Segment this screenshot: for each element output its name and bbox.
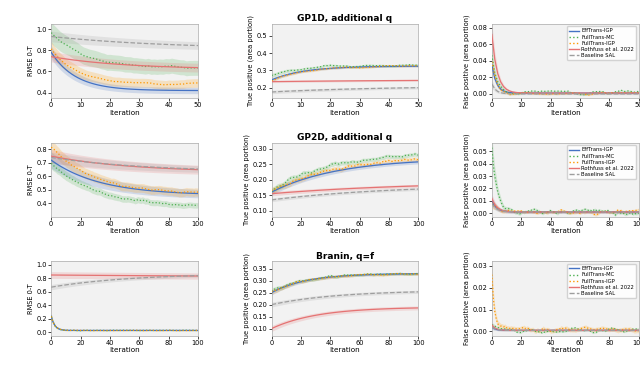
Y-axis label: False positive (area portion): False positive (area portion) [463, 252, 470, 345]
Legend: EffTrans-IGP, FullTrans-MC, FullTrans-IGP, Rothfuss et al. 2022, Baseline SAL: EffTrans-IGP, FullTrans-MC, FullTrans-IG… [568, 145, 636, 179]
X-axis label: Iteration: Iteration [330, 347, 360, 353]
Title: GP1D, additional q: GP1D, additional q [298, 14, 392, 23]
Legend: EffTrans-IGP, FullTrans-MC, FullTrans-IGP, Rothfuss et al. 2022, Baseline SAL: EffTrans-IGP, FullTrans-MC, FullTrans-IG… [568, 264, 636, 298]
X-axis label: Iteration: Iteration [109, 110, 140, 116]
X-axis label: Iteration: Iteration [330, 228, 360, 234]
Y-axis label: RMSE 0-T: RMSE 0-T [28, 164, 34, 195]
Y-axis label: False positive (area portion): False positive (area portion) [463, 14, 470, 108]
Title: GP2D, additional q: GP2D, additional q [298, 133, 392, 142]
Y-axis label: True positive (area portion): True positive (area portion) [243, 134, 250, 225]
X-axis label: Iteration: Iteration [109, 228, 140, 234]
Y-axis label: True positive (area portion): True positive (area portion) [243, 253, 250, 344]
X-axis label: Iteration: Iteration [550, 110, 580, 116]
X-axis label: Iteration: Iteration [550, 228, 580, 234]
Y-axis label: True positive (area portion): True positive (area portion) [248, 15, 254, 106]
Y-axis label: RMSE 0-T: RMSE 0-T [28, 283, 34, 314]
Legend: EffTrans-IGP, FullTrans-MC, FullTrans-IGP, Rothfuss et al. 2022, Baseline SAL: EffTrans-IGP, FullTrans-MC, FullTrans-IG… [568, 26, 636, 60]
X-axis label: Iteration: Iteration [330, 110, 360, 116]
Y-axis label: False positive (area portion): False positive (area portion) [463, 133, 470, 227]
X-axis label: Iteration: Iteration [550, 347, 580, 353]
Title: Branin, q=f: Branin, q=f [316, 252, 374, 261]
Y-axis label: RMSE 0-T: RMSE 0-T [28, 46, 34, 76]
X-axis label: Iteration: Iteration [109, 347, 140, 353]
